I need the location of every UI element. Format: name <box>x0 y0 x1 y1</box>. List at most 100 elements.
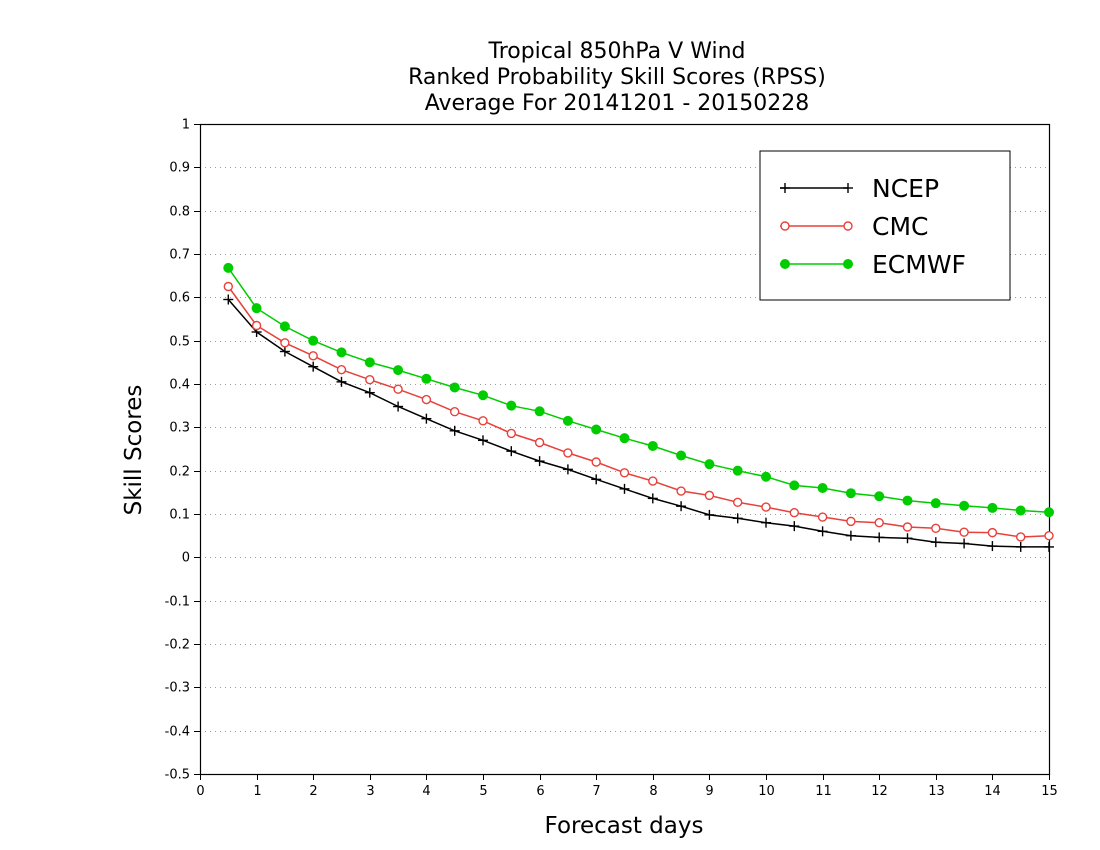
series-ecmwf-point <box>591 424 602 435</box>
x-tick-label: 15 <box>1041 784 1058 799</box>
axis-layer: -0.5 -0.4 -0.3 -0.2 -0.1 0 0.1 0.2 0.3 0.4 0.5 0.6 0… <box>165 118 1058 800</box>
series-cmc <box>223 281 1054 542</box>
x-tick-label: 10 <box>758 784 775 799</box>
series-ncep-point <box>562 464 573 475</box>
series-cmc-point <box>619 468 630 478</box>
x-tick-label: 12 <box>871 784 888 799</box>
series-cmc-point <box>931 523 941 533</box>
series-ecmwf-point <box>279 321 290 332</box>
series-ncep-point <box>449 425 460 436</box>
series-cmc-point <box>506 428 516 439</box>
series-cmc-point <box>817 512 828 522</box>
series-ncep-point <box>591 474 602 485</box>
series-cmc-point <box>846 516 856 527</box>
chart-title-line-1: Tropical 850hPa V Wind <box>487 39 745 64</box>
series-cmc-point <box>1016 532 1026 542</box>
series-ncep-point <box>308 361 319 372</box>
series-cmc-point <box>251 320 262 331</box>
legend-cmc-point <box>843 221 853 231</box>
chart-title-line-2: Ranked Probability Skill Scores (RPSS) <box>408 65 826 90</box>
series-ecmwf-point <box>449 382 460 393</box>
series-ecmwf-point <box>761 471 771 482</box>
series-ncep-point <box>817 526 828 537</box>
series-ecmwf-point <box>704 459 715 470</box>
series-ecmwf-point <box>421 373 432 384</box>
series-ncep-point <box>704 509 715 520</box>
plot-frame <box>199 123 1051 776</box>
y-tick-label: 0.4 <box>169 378 190 393</box>
series-ecmwf-point <box>732 465 743 476</box>
legend-cmc-item: CMC <box>780 212 928 241</box>
legend-ncep-item: NCEP <box>780 174 939 203</box>
x-tick-label: 9 <box>705 784 713 799</box>
series-ncep-point <box>478 435 488 446</box>
x-tick-label: 4 <box>422 784 430 799</box>
y-tick-label: -0.4 <box>165 725 190 740</box>
y-tick-label: 1 <box>182 118 190 133</box>
series-cmc-point <box>987 527 998 538</box>
series-cmc-point <box>648 476 658 486</box>
series-ecmwf-point <box>562 415 573 426</box>
series-ecmwf-point <box>506 400 517 411</box>
series-cmc-line <box>227 286 1050 538</box>
series-ncep-point <box>732 513 743 524</box>
series-cmc-point <box>563 448 573 458</box>
series-ncep-point <box>959 538 970 549</box>
y-tick-label: 0.5 <box>169 335 190 350</box>
series-ncep-point <box>336 376 347 387</box>
series-cmc-point <box>676 486 686 496</box>
series-ecmwf-point <box>902 495 913 506</box>
series-ecmwf-point <box>987 502 998 513</box>
legend-ecmwf-item: ECMWF <box>780 250 966 279</box>
series-ecmwf-point <box>478 390 488 401</box>
series-cmc-point <box>959 527 969 537</box>
series-ncep-point <box>534 456 545 467</box>
y-tick-label: 0.8 <box>169 205 190 220</box>
x-tick-label: 14 <box>984 784 1001 799</box>
x-tick-label: 0 <box>196 784 204 799</box>
y-tick-label: 0.2 <box>169 465 190 480</box>
series-cmc-point <box>280 338 290 348</box>
x-tick-label: 8 <box>649 784 657 799</box>
y-tick-label: 0 <box>182 551 190 566</box>
series-cmc-point <box>223 281 234 292</box>
series-cmc-point <box>704 490 715 501</box>
series-ecmwf-point <box>845 488 856 499</box>
series-ecmwf-point <box>1015 505 1026 516</box>
series-cmc-point <box>478 416 488 426</box>
series-ncep-point <box>987 541 998 552</box>
series-ecmwf-point <box>959 500 970 511</box>
series-layer <box>223 262 1054 552</box>
x-tick-label: 11 <box>815 784 832 799</box>
series-cmc-point <box>789 508 799 518</box>
y-tick-label: 0.3 <box>169 421 190 436</box>
series-cmc-point <box>308 351 318 361</box>
series-ncep-point <box>279 346 290 357</box>
legend-ncep-point <box>780 183 790 193</box>
series-ncep-point <box>647 493 658 504</box>
series-cmc-point <box>761 502 771 512</box>
legend-ecmwf-point <box>780 259 790 269</box>
series-ecmwf-point <box>534 406 545 417</box>
legend-ecmwf-point <box>843 259 853 269</box>
series-ncep-line <box>227 299 1049 548</box>
series-cmc-point <box>365 374 375 385</box>
series-ncep-point <box>845 530 856 541</box>
series-ncep-point <box>761 517 771 528</box>
y-axis-label: Skill Scores <box>121 385 147 516</box>
series-ncep-point <box>874 532 885 543</box>
series-ncep-point <box>1015 541 1026 552</box>
series-ncep-point <box>902 533 913 544</box>
x-tick-label: 3 <box>366 784 374 799</box>
legend-cmc-point <box>780 221 790 231</box>
x-tick-label: 5 <box>479 784 487 799</box>
series-ecmwf-point <box>817 483 828 493</box>
series-cmc-point <box>534 437 545 448</box>
chart-title-line-3: Average For 20141201 - 20150228 <box>425 91 810 116</box>
series-cmc-point <box>336 365 347 375</box>
series-cmc-point <box>733 497 743 507</box>
y-tick-label: 0.6 <box>169 291 190 306</box>
series-ecmwf-point <box>308 335 319 346</box>
series-ecmwf-point <box>223 262 234 273</box>
